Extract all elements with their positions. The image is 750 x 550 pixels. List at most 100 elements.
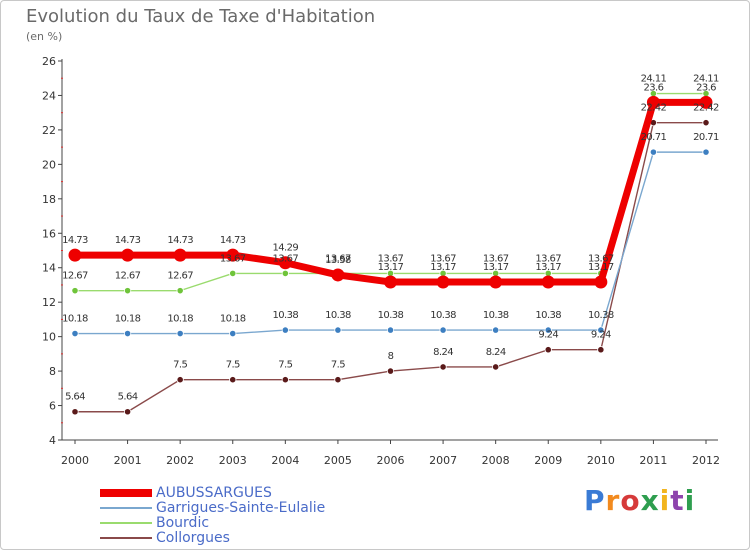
x-tick-label: 2001: [114, 454, 142, 467]
y-tick-label: 14: [42, 262, 56, 275]
data-labels-bourdic: 12.67 12.67 12.67 13.67 13.67 13.67 13.67 13.67…: [62, 74, 719, 282]
data-label: 24.11: [693, 74, 719, 85]
data-label: 10.18: [115, 314, 141, 325]
legend-label: Collorgues: [156, 530, 230, 546]
data-label: 13.17: [483, 262, 509, 273]
data-point: [123, 329, 132, 338]
data-point: [384, 275, 397, 289]
data-label: 13.67: [535, 253, 561, 264]
y-tick-label: 4: [49, 434, 56, 447]
data-point: [71, 408, 79, 416]
data-point: [229, 329, 237, 338]
logo-letter: P: [584, 484, 606, 517]
y-tick-label: 12: [42, 296, 56, 309]
x-tick-label: 2002: [166, 454, 194, 467]
data-label: 22.42: [641, 103, 667, 114]
logo-letter: r: [605, 484, 621, 517]
legend-swatch: [100, 537, 152, 539]
series-garrigues-sainte-eulalie: [71, 148, 710, 338]
y-tick-label: 16: [42, 227, 56, 240]
data-point: [173, 248, 187, 262]
legend-label: Bourdic: [156, 515, 210, 531]
data-point: [71, 287, 79, 295]
data-label: 23.6: [643, 82, 663, 93]
data-label: 8: [388, 351, 394, 362]
data-label: 12.67: [167, 271, 193, 282]
data-labels-garrigues-sainte-eulalie: 10.18 10.18 10.18 10.18 10.38 10.38 10.38 10.38…: [62, 132, 719, 324]
data-point: [492, 363, 500, 371]
logo-letter: o: [620, 484, 641, 517]
x-tick-label: 2003: [219, 454, 247, 467]
y-tick-label: 22: [42, 124, 56, 137]
data-label: 7.5: [226, 360, 240, 371]
data-point: [386, 326, 395, 334]
data-point: [334, 376, 342, 384]
data-label: 10.18: [220, 314, 246, 325]
data-label: 10.38: [273, 310, 299, 321]
data-label: 13.67: [588, 253, 614, 264]
data-label: 10.38: [378, 310, 404, 321]
data-point: [649, 148, 658, 156]
data-point: [121, 248, 135, 262]
legend-label: AUBUSSARGUES: [156, 485, 272, 501]
data-point: [439, 326, 447, 334]
legend-label: Garrigues-Sainte-Eulalie: [156, 500, 326, 516]
data-point: [436, 275, 450, 289]
y-tick-label: 26: [42, 55, 56, 68]
data-point: [71, 329, 79, 338]
data-point: [331, 268, 345, 282]
x-tick-label: 2011: [639, 454, 667, 467]
data-point: [646, 95, 660, 109]
data-label: 7.5: [331, 360, 345, 371]
data-point: [334, 326, 342, 334]
data-label: 20.71: [693, 132, 719, 143]
legend-swatch: [100, 489, 152, 497]
data-point: [229, 269, 237, 278]
data-label: 13.67: [325, 253, 351, 264]
data-point: [281, 376, 289, 384]
data-point: [176, 376, 184, 384]
data-point: [702, 119, 710, 127]
x-tick-label: 2007: [429, 454, 457, 467]
data-point: [123, 408, 132, 416]
x-tick-label: 2012: [692, 454, 720, 467]
data-point: [597, 326, 605, 334]
data-label: 13.17: [535, 262, 561, 273]
y-axis-unit-label: (en %): [26, 30, 63, 43]
data-point: [386, 367, 395, 375]
x-tick-label: 2000: [61, 454, 89, 467]
y-tick-label: 6: [49, 400, 56, 413]
data-point: [281, 269, 289, 278]
data-point: [176, 287, 184, 295]
data-label: 5.64: [118, 392, 138, 403]
data-point: [439, 363, 447, 371]
data-point: [123, 287, 132, 295]
data-label: 12.67: [62, 271, 88, 282]
data-label: 5.64: [65, 392, 85, 403]
x-tick-label: 2010: [587, 454, 615, 467]
logo-letter: i: [684, 484, 696, 517]
data-point: [68, 248, 82, 262]
data-point: [544, 326, 552, 334]
data-point: [544, 346, 552, 354]
data-label: 14.73: [167, 235, 193, 246]
y-tick-label: 8: [49, 365, 56, 378]
proxiti-logo: Proxiti: [584, 484, 695, 517]
x-tick-label: 2006: [377, 454, 405, 467]
x-tick-label: 2004: [271, 454, 299, 467]
data-label: 14.29: [273, 243, 299, 254]
data-label: 8.24: [486, 347, 506, 358]
data-point: [281, 326, 289, 334]
data-point: [597, 346, 605, 354]
data-label: 14.73: [62, 235, 88, 246]
y-tick-label: 10: [42, 331, 56, 344]
data-point: [492, 326, 500, 334]
data-point: [176, 329, 184, 338]
logo-letter: t: [670, 484, 685, 517]
series-collorgues: [71, 119, 710, 416]
data-label: 9.24: [538, 330, 558, 341]
data-label: 10.18: [167, 314, 193, 325]
y-tick-label: 24: [42, 89, 56, 102]
data-label: 10.38: [535, 310, 561, 321]
